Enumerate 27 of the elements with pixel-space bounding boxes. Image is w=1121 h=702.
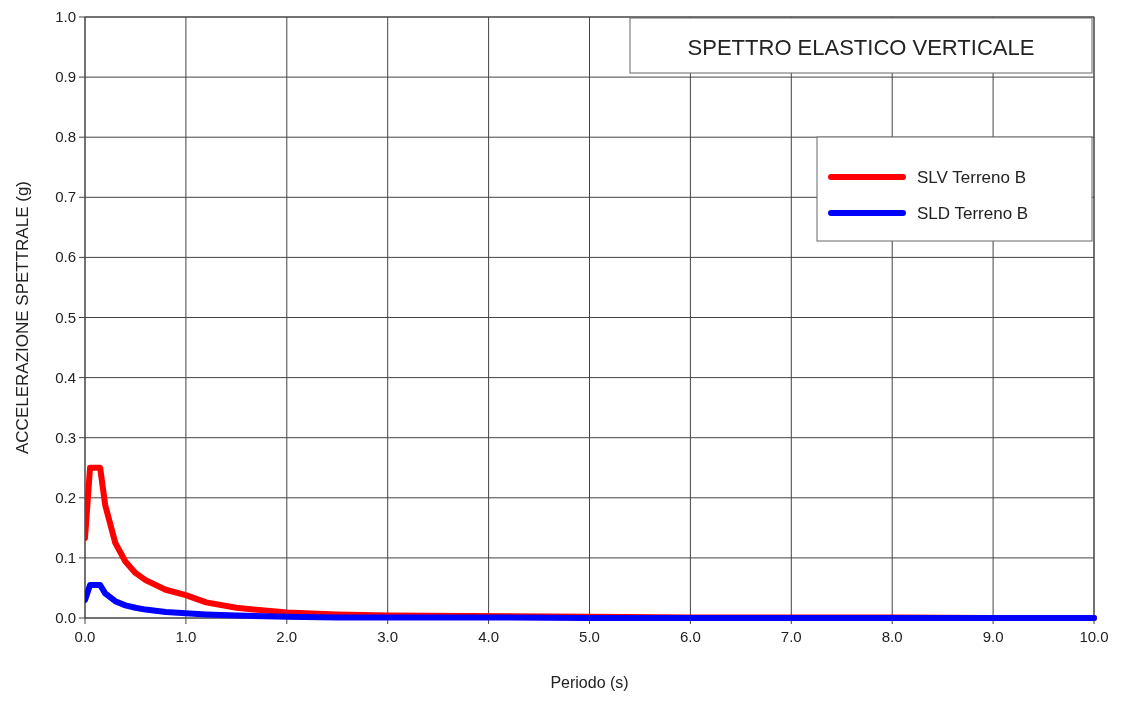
y-tick-label: 0.4 — [55, 368, 76, 386]
x-tick-label: 3.0 — [377, 628, 399, 645]
y-tick-label: 0.7 — [55, 188, 76, 206]
y-tick-label: 0.9 — [55, 68, 76, 86]
y-tick-label: 0.8 — [55, 128, 76, 146]
legend-label: SLV Terreno B — [917, 168, 1026, 187]
legend-label: SLD Terreno B — [917, 204, 1029, 223]
x-tick-label: 6.0 — [679, 628, 701, 645]
x-tick-label: 8.0 — [881, 628, 903, 645]
x-tick-label: 0.0 — [74, 628, 96, 645]
y-tick-label: 1.0 — [55, 8, 76, 25]
y-tick-label: 0.2 — [55, 488, 76, 506]
x-tick-label: 2.0 — [276, 628, 298, 645]
x-tick-label: 5.0 — [579, 628, 600, 645]
x-tick-label: 10.0 — [1079, 628, 1109, 645]
text: SPETTRO ELASTICO VERTICALE — [687, 35, 1035, 60]
x-axis-title: Periodo (s) — [550, 674, 629, 691]
x-tick-label: 4.0 — [478, 628, 500, 645]
y-axis-title: ACCELERAZIONE SPETTRALE (g) — [13, 180, 32, 455]
x-tick-label: 1.0 — [175, 628, 197, 645]
x-tick-label: 7.0 — [780, 628, 802, 645]
y-tick-label: 0.6 — [55, 248, 76, 266]
y-tick-label: 0.3 — [55, 428, 76, 446]
y-tick-label: 0.1 — [55, 548, 76, 566]
y-tick-label: 0.5 — [55, 308, 76, 326]
y-tick-label: 0.0 — [55, 609, 76, 626]
x-tick-label: 9.0 — [982, 628, 1004, 645]
